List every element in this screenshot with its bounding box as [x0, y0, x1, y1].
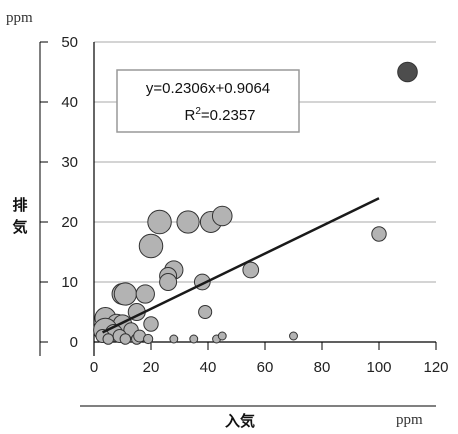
trend-equation: y=0.2306x+0.9064 [146, 80, 270, 97]
x-tick-label: 20 [143, 359, 160, 376]
data-point [198, 304, 213, 320]
x-ticks: 0 20 40 60 80 100 120 [90, 342, 449, 376]
y-tick-label: 50 [61, 34, 78, 51]
y-tick-label: 40 [61, 94, 78, 111]
x-tick-label: 60 [257, 359, 274, 376]
y-tick-label: 0 [70, 334, 78, 351]
x-tick-label: 120 [423, 359, 448, 376]
data-point [217, 331, 227, 341]
data-point [169, 334, 179, 344]
y-axis-label: 排気 [12, 196, 27, 236]
data-point [289, 331, 298, 341]
data-point [159, 273, 178, 291]
data-point [138, 233, 164, 259]
data-point [143, 333, 154, 345]
x-tick-label: 0 [90, 359, 98, 376]
y-tick-label: 10 [61, 274, 78, 291]
data-point [102, 333, 114, 345]
data-point [211, 205, 233, 227]
data-point [176, 210, 200, 234]
x-tick-label: 100 [366, 359, 391, 376]
data-point [135, 284, 155, 304]
y-ticks: 0 10 20 30 40 50 [40, 34, 78, 351]
data-point [189, 334, 199, 344]
x-tick-label: 40 [200, 359, 217, 376]
data-point [113, 282, 137, 306]
data-point-outlier [397, 61, 418, 83]
x-tick-label: 80 [314, 359, 331, 376]
y-tick-label: 30 [61, 154, 78, 171]
trendline [102, 197, 380, 334]
y-tick-label: 20 [61, 214, 78, 231]
data-point [147, 209, 172, 235]
equation-box: y=0.2306x+0.9064 R2=0.2357 [116, 69, 300, 133]
data-points [93, 61, 418, 345]
data-point [119, 333, 132, 345]
data-point [143, 316, 159, 332]
y-unit-label: ppm [6, 10, 33, 26]
data-point [242, 261, 260, 279]
x-axis-label: 入気 [225, 412, 255, 430]
r-squared: R2=0.2357 [184, 106, 255, 124]
data-point [371, 226, 387, 242]
x-unit-label: ppm [396, 412, 423, 428]
